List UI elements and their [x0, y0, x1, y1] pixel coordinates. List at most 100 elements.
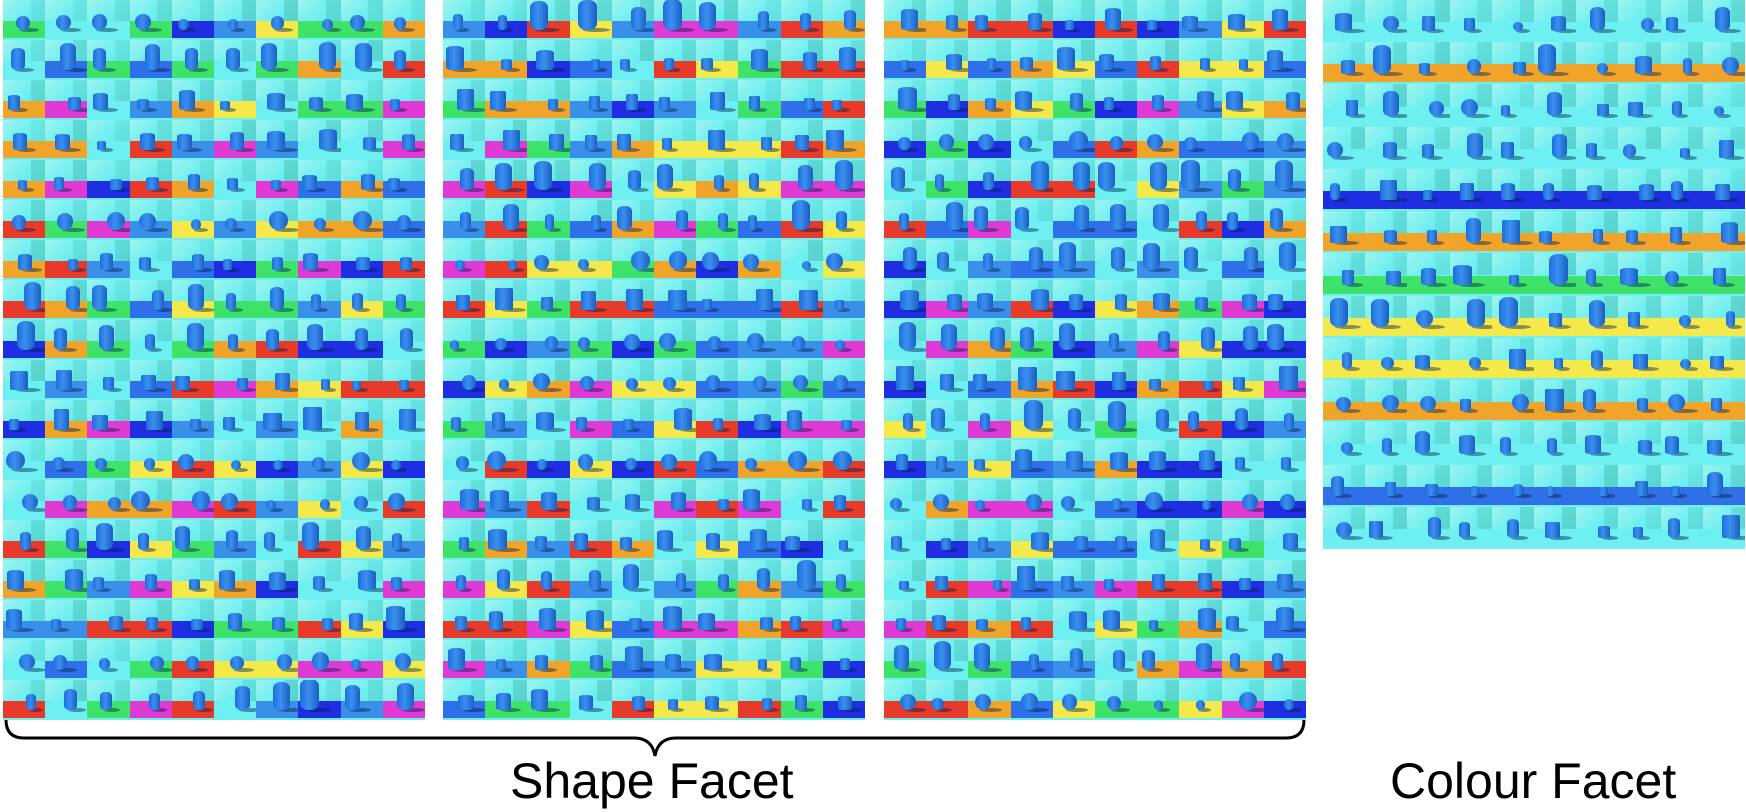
scene-thumbnail — [1137, 280, 1180, 318]
object-cyl — [629, 618, 642, 630]
object-cyl — [501, 58, 513, 70]
object-pill — [11, 47, 25, 70]
object-cyl — [496, 692, 511, 710]
scene-thumbnail — [1179, 160, 1223, 198]
scene-thumbnail — [1221, 80, 1265, 118]
object-cube — [1152, 574, 1166, 590]
scene-thumbnail — [3, 480, 46, 518]
scene-thumbnail — [1052, 680, 1096, 718]
scene-thumbnail — [1221, 640, 1265, 678]
scene-thumbnail — [1179, 320, 1223, 358]
object-cyl — [657, 530, 673, 550]
shape-facet-label: Shape Facet — [510, 752, 794, 810]
object-cube — [1018, 367, 1037, 390]
scene-thumbnail — [298, 320, 342, 358]
scene-thumbnail — [256, 280, 299, 318]
scene-thumbnail — [738, 520, 782, 558]
scene-thumbnail — [485, 240, 528, 278]
scene-thumbnail — [696, 680, 739, 718]
scene-thumbnail — [1052, 120, 1096, 158]
scene-thumbnail — [171, 440, 215, 478]
scene-thumbnail — [822, 680, 865, 718]
scene-thumbnail — [382, 360, 425, 398]
object-cyl — [668, 699, 678, 710]
scene-thumbnail — [1702, 295, 1745, 336]
scene-thumbnail — [696, 560, 739, 598]
scene-thumbnail — [1263, 80, 1306, 118]
scene-thumbnail — [696, 480, 739, 518]
scene-thumbnail — [298, 280, 342, 318]
scene-thumbnail — [1010, 360, 1054, 398]
object-cube — [1719, 140, 1735, 159]
object-cyl — [1099, 53, 1115, 70]
scene-thumbnail — [569, 80, 613, 118]
scene-thumbnail — [45, 400, 88, 438]
scene-thumbnail — [171, 120, 215, 158]
object-pill — [937, 251, 949, 270]
object-pill — [899, 321, 917, 350]
object-cyl — [1271, 9, 1288, 30]
scene-thumbnail — [1052, 360, 1096, 398]
scene-thumbnail — [45, 80, 88, 118]
scene-thumbnail — [1660, 337, 1704, 379]
scene-thumbnail — [256, 160, 299, 198]
object-pill — [990, 326, 1005, 350]
scene-thumbnail — [485, 120, 528, 158]
scene-thumbnail — [1323, 337, 1366, 379]
scene-thumbnail — [569, 200, 613, 238]
object-sph — [1276, 132, 1294, 150]
scene-thumbnail — [968, 320, 1012, 358]
object-sph — [1153, 700, 1164, 710]
scene-thumbnail — [1365, 422, 1408, 463]
scene-thumbnail — [926, 680, 969, 718]
scene-thumbnail — [926, 520, 969, 558]
scene-thumbnail — [129, 160, 173, 198]
scene-thumbnail — [1576, 253, 1619, 294]
scene-thumbnail — [696, 600, 739, 638]
scene-thumbnail — [485, 480, 528, 518]
scene-thumbnail — [171, 400, 215, 438]
object-cube — [1502, 220, 1521, 243]
scene-thumbnail — [87, 80, 131, 118]
scene-thumbnail — [1576, 506, 1619, 547]
object-cyl — [390, 99, 401, 110]
object-sph — [1279, 494, 1296, 510]
object-cyl — [1014, 90, 1032, 110]
scene-thumbnail — [443, 320, 486, 358]
scene-thumbnail — [1221, 520, 1265, 558]
object-sph — [1680, 358, 1691, 370]
object-cyl — [535, 50, 554, 70]
object-cyl — [671, 492, 686, 510]
scene-thumbnail — [45, 600, 88, 638]
scene-thumbnail — [129, 320, 173, 358]
scene-thumbnail — [1221, 400, 1265, 438]
scene-thumbnail — [87, 440, 131, 478]
scene-thumbnail — [45, 640, 88, 678]
object-sph — [705, 374, 721, 390]
object-pill — [902, 247, 917, 270]
object-pill — [144, 44, 161, 70]
scene-thumbnail — [1263, 640, 1306, 678]
scene-thumbnail — [1095, 360, 1138, 398]
scene-thumbnail — [1618, 506, 1662, 547]
scene-thumbnail — [1491, 464, 1535, 505]
object-pill — [1183, 247, 1198, 270]
object-cyl — [302, 175, 317, 190]
scene-thumbnail — [129, 120, 173, 158]
scene-thumbnail — [214, 440, 257, 478]
object-pill — [1383, 90, 1400, 116]
object-pill — [1070, 648, 1084, 670]
object-cyl — [717, 499, 729, 510]
object-cube — [9, 418, 20, 430]
scene-thumbnail — [1407, 168, 1451, 210]
object-sph — [353, 211, 372, 230]
object-cyl — [975, 618, 988, 630]
object-pill — [1582, 389, 1597, 412]
object-cyl — [1199, 449, 1215, 470]
object-pill — [187, 322, 204, 350]
scene-thumbnail — [1221, 320, 1265, 358]
scene-thumbnail — [1323, 506, 1366, 547]
object-sph — [698, 451, 718, 470]
object-pill — [1243, 325, 1259, 350]
object-cyl — [145, 617, 158, 630]
